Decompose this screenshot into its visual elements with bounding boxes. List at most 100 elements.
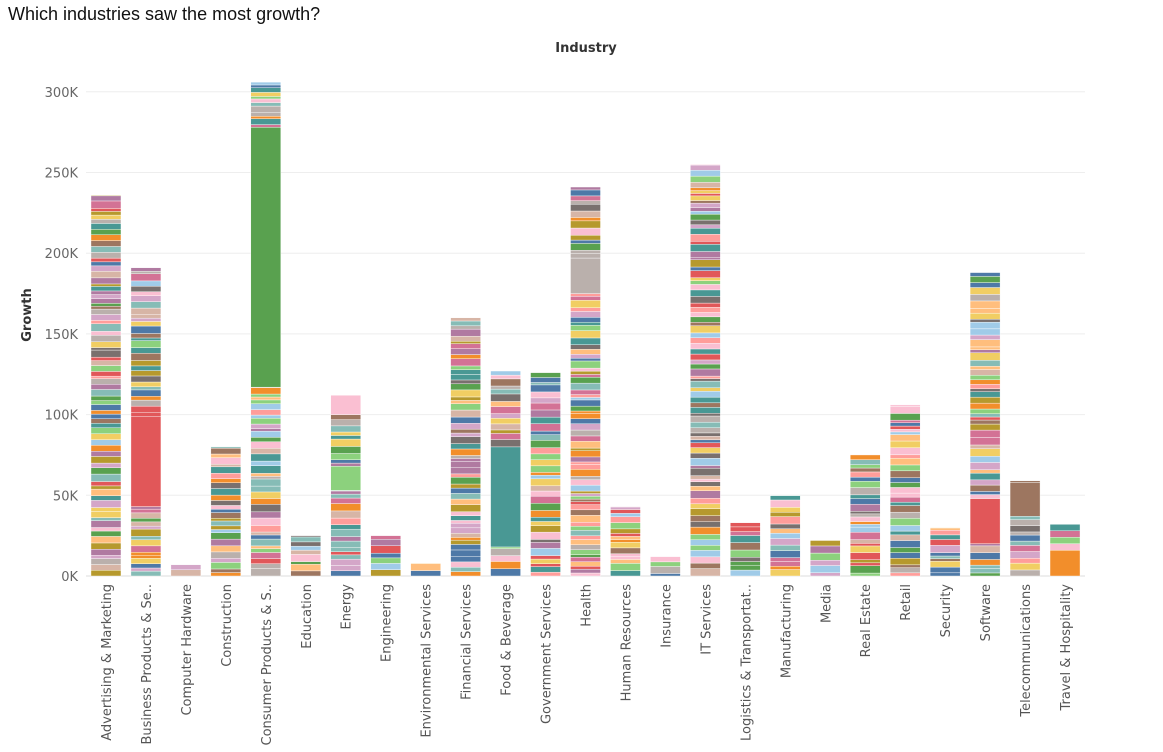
bar-segment[interactable]	[690, 413, 721, 417]
bar-segment[interactable]	[850, 471, 881, 478]
bar-segment[interactable]	[130, 352, 162, 361]
bar-segment[interactable]	[969, 294, 1001, 302]
bar-segment[interactable]	[90, 433, 122, 440]
bar-segment[interactable]	[1009, 545, 1041, 552]
bar-segment[interactable]	[90, 323, 122, 332]
bar-segment[interactable]	[450, 527, 481, 534]
bar-segment[interactable]	[90, 500, 122, 508]
bar-segment[interactable]	[770, 507, 801, 513]
bar-segment[interactable]	[690, 402, 721, 408]
bar-segment[interactable]	[570, 498, 601, 502]
bar-segment[interactable]	[490, 406, 521, 414]
bar-segment[interactable]	[490, 385, 521, 390]
bar-segment[interactable]	[810, 565, 841, 573]
bar-segment[interactable]	[929, 558, 961, 562]
bar-segment[interactable]	[370, 545, 401, 554]
bar-segment[interactable]	[889, 511, 921, 519]
bar-segment[interactable]	[610, 542, 641, 549]
bar-segment[interactable]	[90, 347, 122, 351]
bar-segment[interactable]	[130, 506, 162, 510]
bar-segment[interactable]	[610, 513, 641, 517]
bar-segment[interactable]	[530, 555, 561, 560]
bar-segment[interactable]	[130, 271, 162, 274]
bar-segment[interactable]	[250, 428, 282, 432]
bar-segment[interactable]	[969, 318, 1001, 323]
bar-segment[interactable]	[450, 365, 481, 370]
bar-segment[interactable]	[90, 418, 122, 424]
bar-segment[interactable]	[90, 308, 122, 315]
bar-segment[interactable]	[90, 314, 122, 321]
bar-segment[interactable]	[450, 523, 481, 529]
bar-segment[interactable]	[889, 440, 921, 448]
bar-segment[interactable]	[530, 571, 561, 577]
bar-segment[interactable]	[130, 286, 162, 292]
bar-segment[interactable]	[850, 532, 881, 540]
bar-segment[interactable]	[210, 463, 242, 468]
bar-segment[interactable]	[330, 435, 361, 440]
bar-segment[interactable]	[570, 370, 601, 375]
bar-segment[interactable]	[530, 459, 561, 467]
bar-segment[interactable]	[610, 528, 641, 534]
bar-segment[interactable]	[570, 325, 601, 331]
bar[interactable]	[90, 194, 122, 577]
bar-segment[interactable]	[570, 476, 601, 480]
bar[interactable]	[850, 454, 881, 577]
bar-segment[interactable]	[250, 127, 282, 388]
bar-segment[interactable]	[570, 526, 601, 531]
bar-segment[interactable]	[770, 538, 801, 546]
bar-segment[interactable]	[530, 382, 561, 386]
bar-segment[interactable]	[530, 430, 561, 435]
bar-segment[interactable]	[250, 476, 282, 480]
bar-segment[interactable]	[770, 569, 801, 577]
bar-segment[interactable]	[530, 474, 561, 480]
bar-segment[interactable]	[530, 416, 561, 424]
bar-segment[interactable]	[210, 538, 242, 547]
bar-segment[interactable]	[690, 503, 721, 509]
bar-segment[interactable]	[570, 357, 601, 362]
bar-segment[interactable]	[969, 349, 1001, 353]
bar-segment[interactable]	[330, 517, 361, 525]
bar-segment[interactable]	[450, 511, 481, 516]
bar-segment[interactable]	[450, 458, 481, 462]
bar-segment[interactable]	[250, 115, 282, 119]
bar-segment[interactable]	[90, 360, 122, 366]
bar-segment[interactable]	[969, 369, 1001, 376]
bar-segment[interactable]	[250, 441, 282, 449]
bar-segment[interactable]	[730, 561, 761, 566]
bar-segment[interactable]	[410, 563, 441, 571]
bar-segment[interactable]	[450, 428, 481, 434]
bar-segment[interactable]	[969, 352, 1001, 361]
bar-segment[interactable]	[929, 534, 961, 540]
bar-segment[interactable]	[1009, 516, 1041, 520]
bar-segment[interactable]	[90, 451, 122, 457]
bar-segment[interactable]	[90, 349, 122, 358]
bar-segment[interactable]	[530, 465, 561, 473]
bar-segment[interactable]	[969, 484, 1001, 492]
bar-segment[interactable]	[90, 511, 122, 518]
bar-segment[interactable]	[969, 402, 1001, 410]
bar-segment[interactable]	[690, 458, 721, 466]
bar-segment[interactable]	[969, 444, 1001, 449]
bar-segment[interactable]	[90, 555, 122, 559]
bar-segment[interactable]	[969, 429, 1001, 438]
bar-segment[interactable]	[770, 528, 801, 534]
bar-segment[interactable]	[250, 92, 282, 97]
bar-segment[interactable]	[889, 518, 921, 526]
bar-segment[interactable]	[850, 459, 881, 465]
bar-segment[interactable]	[90, 341, 122, 348]
bar-segment[interactable]	[690, 312, 721, 318]
bar-segment[interactable]	[250, 414, 282, 419]
bar-segment[interactable]	[690, 277, 721, 281]
bar-segment[interactable]	[969, 282, 1001, 288]
bar-segment[interactable]	[450, 549, 481, 557]
bar-segment[interactable]	[969, 312, 1001, 320]
bar-segment[interactable]	[570, 220, 601, 229]
bar-segment[interactable]	[90, 265, 122, 272]
bar-segment[interactable]	[570, 501, 601, 505]
bar-segment[interactable]	[889, 505, 921, 513]
bar-segment[interactable]	[90, 303, 122, 307]
bar-segment[interactable]	[90, 277, 122, 285]
bar-segment[interactable]	[210, 572, 242, 577]
bar-segment[interactable]	[690, 421, 721, 428]
bar-segment[interactable]	[90, 507, 122, 512]
